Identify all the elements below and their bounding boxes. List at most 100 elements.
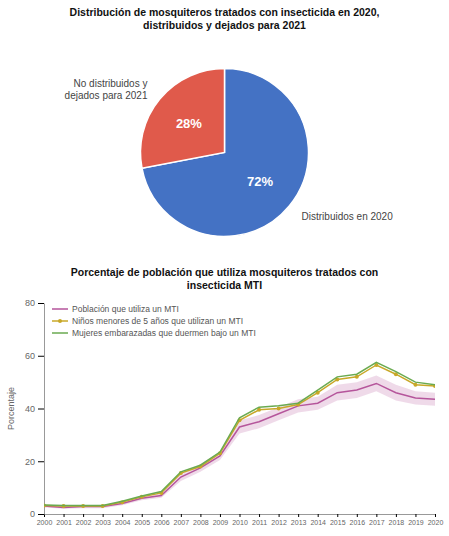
- data-label: 28%: [176, 116, 202, 131]
- y-tick-mark: [38, 461, 44, 462]
- series-marker: [277, 407, 281, 411]
- chart-canvas: Distribución de mosquiteros tratados con…: [0, 0, 449, 536]
- legend-item: Niños menores de 5 años que utilizan un …: [52, 316, 243, 326]
- x-tick: 2012: [271, 514, 287, 526]
- x-tick-label: 2002: [76, 519, 92, 526]
- series-marker: [413, 383, 417, 387]
- x-tick-mark: [259, 514, 260, 517]
- x-tick-mark: [83, 514, 84, 517]
- legend-label: Mujeres embarazadas que duermen bajo un …: [72, 328, 256, 338]
- line-chart: Porcentaje de población que utiliza mosq…: [6, 266, 443, 526]
- x-tick-label: 2011: [252, 519, 267, 526]
- x-tick-label: 2013: [291, 519, 307, 526]
- y-tick-mark: [38, 514, 44, 515]
- x-tick: 2004: [115, 514, 131, 526]
- x-tick-label: 2014: [310, 519, 326, 526]
- y-tick: 60: [25, 351, 44, 361]
- x-tick-mark: [200, 514, 201, 517]
- x-tick-mark: [103, 514, 104, 517]
- y-axis-line: [44, 304, 45, 515]
- x-tick-label: 2007: [174, 519, 190, 526]
- x-tick-label: 2017: [369, 519, 385, 526]
- x-tick-mark: [318, 514, 319, 517]
- x-tick-label: 2005: [134, 519, 150, 526]
- x-tick: 2000: [37, 514, 53, 526]
- x-tick: 2019: [408, 514, 424, 526]
- x-tick: 2011: [252, 514, 267, 526]
- x-tick-label: 2015: [330, 519, 346, 526]
- y-tick-label: 60: [25, 351, 35, 361]
- x-tick: 2007: [174, 514, 190, 526]
- series-line: [44, 365, 435, 506]
- x-tick-mark: [142, 514, 143, 517]
- x-tick-mark: [122, 514, 123, 517]
- y-axis: 0 20 40 60 80: [25, 298, 45, 519]
- x-tick: 2008: [193, 514, 209, 526]
- x-tick-label: 2018: [389, 519, 405, 526]
- y-tick-label: 20: [25, 457, 35, 467]
- x-axis-line: [45, 515, 436, 518]
- data-label: 72%: [247, 174, 273, 189]
- pie-slice: [141, 69, 225, 169]
- x-tick-mark: [415, 514, 416, 517]
- x-tick: 2014: [310, 514, 326, 526]
- legend-swatch: [52, 308, 68, 310]
- category-label: No distribuidos ydejados para 2021: [65, 77, 148, 100]
- x-tick: 2006: [154, 514, 170, 526]
- x-tick-mark: [64, 514, 65, 517]
- y-tick: 80: [25, 298, 44, 308]
- x-tick: 2010: [232, 514, 248, 526]
- x-tick-label: 2016: [350, 519, 366, 526]
- y-axis-title: Porcentaje: [6, 387, 16, 430]
- confidence-band: [44, 376, 435, 509]
- x-tick: 2017: [369, 514, 385, 526]
- text-line: Distribuidos en 2020: [302, 211, 394, 222]
- text-line: dejados para 2021: [65, 89, 148, 100]
- y-tick-label: 0: [30, 509, 35, 519]
- x-tick-mark: [435, 514, 436, 517]
- x-tick-mark: [161, 514, 162, 517]
- y-tick: 20: [25, 457, 44, 467]
- x-tick: 2020: [428, 514, 444, 526]
- x-tick-label: 2012: [271, 519, 287, 526]
- chart-title: Porcentaje de población que utiliza mosq…: [71, 266, 378, 291]
- x-tick-label: 2010: [232, 519, 248, 526]
- x-tick-mark: [396, 514, 397, 517]
- x-tick-mark: [240, 514, 241, 517]
- x-tick: 2013: [291, 514, 307, 526]
- x-tick: 2009: [213, 514, 229, 526]
- x-tick: 2018: [389, 514, 405, 526]
- x-tick-label: 2009: [213, 519, 229, 526]
- text-line: distribuidos y dejados para 2021: [143, 19, 306, 31]
- x-tick-mark: [337, 514, 338, 517]
- y-tick: 0: [30, 509, 44, 519]
- x-tick-label: 2000: [37, 519, 53, 526]
- plot-marks: [44, 362, 435, 508]
- legend: Población que utiliza un MTI Niños menore…: [52, 304, 256, 338]
- x-tick-label: 2006: [154, 519, 170, 526]
- x-tick-mark: [181, 514, 182, 517]
- y-tick: 40: [25, 404, 44, 414]
- x-tick: 2015: [330, 514, 346, 526]
- y-tick-label: 80: [25, 298, 35, 308]
- x-tick: 2003: [95, 514, 111, 526]
- x-tick: 2005: [134, 514, 150, 526]
- x-tick-label: 2020: [428, 519, 444, 526]
- text-line: insecticida MTI: [187, 279, 262, 291]
- x-tick: 2002: [76, 514, 92, 526]
- x-tick-label: 2008: [193, 519, 209, 526]
- x-tick-label: 2019: [408, 519, 424, 526]
- pie-body: 72% 28% Distribuidos en 2020 No distribuido…: [65, 69, 394, 237]
- text-line: Distribución de mosquiteros tratados con…: [70, 6, 380, 18]
- x-tick-mark: [357, 514, 358, 517]
- y-tick-label: 40: [25, 404, 35, 414]
- x-tick: 2001: [56, 514, 72, 526]
- category-label: Distribuidos en 2020: [302, 211, 394, 222]
- text-line: Porcentaje de población que utiliza mosq…: [71, 266, 378, 278]
- legend-item: Población que utiliza un MTI: [52, 304, 179, 314]
- x-tick-mark: [298, 514, 299, 517]
- x-tick-label: 2004: [115, 519, 131, 526]
- x-tick-mark: [220, 514, 221, 517]
- x-tick-mark: [279, 514, 280, 517]
- series-marker: [355, 375, 359, 379]
